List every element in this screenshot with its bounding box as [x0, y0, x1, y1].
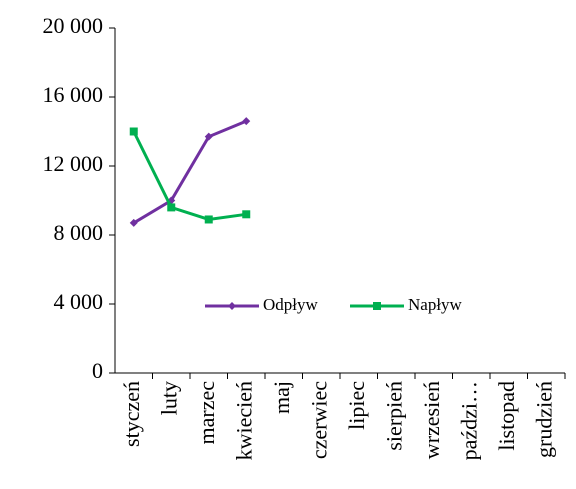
data-point — [242, 210, 251, 219]
y-tick-label: 8 000 — [54, 220, 104, 245]
data-point — [129, 218, 138, 227]
data-point — [204, 132, 213, 141]
data-point — [129, 127, 138, 136]
x-tick-label: maj — [269, 381, 294, 414]
legend-marker — [228, 302, 236, 310]
data-point — [204, 215, 213, 224]
x-tick-label: styczeń — [119, 381, 144, 447]
y-tick-label: 20 000 — [43, 13, 104, 38]
legend-label: Napływ — [408, 295, 463, 314]
x-tick-label: marzec — [194, 381, 219, 445]
x-tick-label: grudzień — [531, 381, 556, 458]
x-tick-label: lipiec — [344, 381, 369, 430]
legend-label: Odpływ — [263, 295, 319, 314]
legend-marker — [373, 302, 381, 310]
x-tick-label: czerwiec — [306, 381, 331, 459]
x-tick-label: kwiecień — [231, 381, 256, 460]
data-point — [242, 117, 251, 126]
x-tick-label: paździ… — [456, 381, 481, 460]
data-point — [167, 203, 176, 212]
series-line — [132, 130, 247, 222]
x-tick-label: wrzesień — [419, 381, 444, 459]
y-tick-label: 12 000 — [43, 151, 104, 176]
y-tick-label: 0 — [92, 358, 103, 383]
x-tick-label: sierpień — [381, 381, 406, 451]
x-tick-label: luty — [156, 381, 181, 415]
x-tick-label: listopad — [494, 381, 519, 451]
series-line — [132, 119, 247, 225]
y-tick-label: 4 000 — [54, 289, 104, 314]
y-tick-label: 16 000 — [43, 82, 104, 107]
